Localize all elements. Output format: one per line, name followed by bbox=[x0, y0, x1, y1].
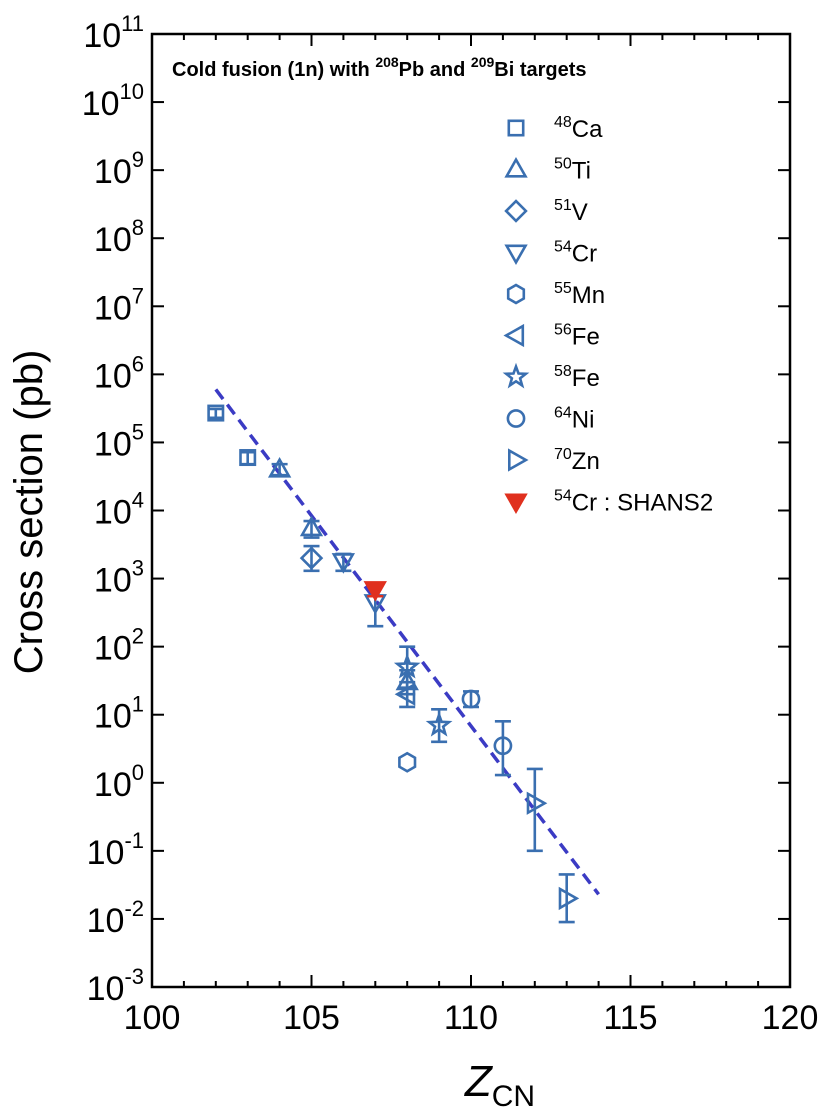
data-point bbox=[267, 456, 292, 478]
series-55mn bbox=[398, 751, 417, 773]
data-point bbox=[299, 515, 324, 537]
legend-entry: 50Ti bbox=[504, 156, 591, 185]
y-tick-label: 100 bbox=[94, 760, 144, 804]
legend-marker bbox=[506, 283, 526, 305]
legend-entry: 56Fe bbox=[503, 322, 600, 351]
data-point bbox=[425, 711, 453, 737]
legend-label: 54Cr : SHANS2 bbox=[554, 488, 713, 517]
legend-label: 48Ca bbox=[554, 114, 603, 143]
data-point bbox=[461, 689, 481, 709]
series-48ca bbox=[207, 404, 257, 467]
legend-label: 64Ni bbox=[554, 405, 594, 434]
y-tick-label: 101 bbox=[94, 692, 144, 736]
y-tick-label: 107 bbox=[94, 283, 144, 327]
legend-marker bbox=[506, 409, 526, 428]
x-tick-label: 105 bbox=[283, 999, 340, 1037]
legend-entry: 51V bbox=[504, 197, 588, 226]
data-point bbox=[299, 546, 324, 570]
data-point bbox=[363, 581, 387, 602]
legend-marker bbox=[507, 448, 529, 472]
x-tick-label: 120 bbox=[762, 999, 819, 1037]
x-axis-title: ZCN bbox=[464, 1057, 535, 1113]
legend-marker bbox=[504, 156, 528, 178]
legend-marker bbox=[504, 493, 528, 515]
y-tick-label: 103 bbox=[94, 556, 144, 600]
legend-label: 58Fe bbox=[554, 363, 600, 392]
y-axis-title: Cross section (pb) bbox=[7, 350, 51, 675]
y-tick-label: 10-3 bbox=[87, 964, 144, 1008]
series-58fe bbox=[393, 645, 453, 744]
y-tick-label: 105 bbox=[94, 419, 144, 463]
data-point bbox=[526, 791, 548, 815]
x-axis-title-main: Z bbox=[464, 1057, 494, 1106]
legend-label: 54Cr bbox=[554, 239, 597, 268]
legend-label: 70Zn bbox=[554, 446, 600, 475]
data-point bbox=[393, 653, 421, 679]
y-tick-label: 106 bbox=[94, 351, 144, 395]
chart-title: Cold fusion (1n) with 208Pb and 209Bi ta… bbox=[172, 54, 587, 81]
legend-marker bbox=[504, 244, 528, 266]
y-tick-label: 1011 bbox=[83, 11, 144, 55]
legend: 48Ca 50Ti 51V 54Cr 55Mn 56Fe 58Fe 64Ni 70Zn 54Cr … bbox=[502, 114, 713, 517]
data-point bbox=[398, 751, 417, 773]
series-70zn bbox=[526, 767, 580, 924]
legend-label: 56Fe bbox=[554, 322, 600, 351]
series-64ni bbox=[461, 689, 513, 777]
data-point bbox=[331, 553, 356, 574]
legend-label: 50Ti bbox=[554, 156, 591, 185]
legend-label: 55Mn bbox=[554, 280, 605, 309]
y-tick-label: 102 bbox=[94, 624, 144, 668]
y-tick-label: 10-2 bbox=[87, 896, 144, 940]
legend-entry: 54Cr bbox=[504, 239, 597, 268]
legend-marker bbox=[502, 362, 530, 389]
legend-entry: 48Ca bbox=[507, 114, 603, 143]
legend-entry: 64Ni bbox=[506, 405, 594, 434]
axis-ticks: 100 105 110 115 120 1011 1010 109 108 107 106 105 10… bbox=[82, 11, 819, 1037]
data-point bbox=[207, 404, 225, 422]
data-points bbox=[207, 404, 580, 924]
data-point bbox=[558, 886, 580, 911]
legend-label: 51V bbox=[554, 197, 588, 226]
legend-marker bbox=[507, 119, 525, 137]
data-point bbox=[394, 682, 416, 706]
y-tick-label: 104 bbox=[94, 488, 144, 532]
y-tick-label: 109 bbox=[94, 147, 144, 191]
y-tick-label: 1010 bbox=[82, 79, 144, 123]
data-point bbox=[493, 736, 513, 756]
y-tick-label: 10-1 bbox=[87, 828, 144, 872]
series-50ti bbox=[267, 456, 419, 696]
y-tick-label: 108 bbox=[94, 215, 144, 259]
legend-entry: 55Mn bbox=[506, 280, 605, 309]
legend-entry: 70Zn bbox=[507, 446, 600, 475]
x-tick-label: 110 bbox=[444, 999, 498, 1037]
x-tick-label: 100 bbox=[124, 999, 181, 1037]
legend-entry: 58Fe bbox=[502, 362, 600, 392]
legend-marker bbox=[503, 323, 525, 348]
series-51v bbox=[299, 544, 324, 573]
legend-marker bbox=[504, 199, 528, 223]
data-point bbox=[239, 449, 257, 467]
x-axis-title-sub: CN bbox=[492, 1080, 535, 1113]
legend-entry: 54Cr : SHANS2 bbox=[504, 488, 713, 517]
x-tick-label: 115 bbox=[603, 999, 657, 1037]
series-54cr-shans2 bbox=[363, 581, 387, 602]
